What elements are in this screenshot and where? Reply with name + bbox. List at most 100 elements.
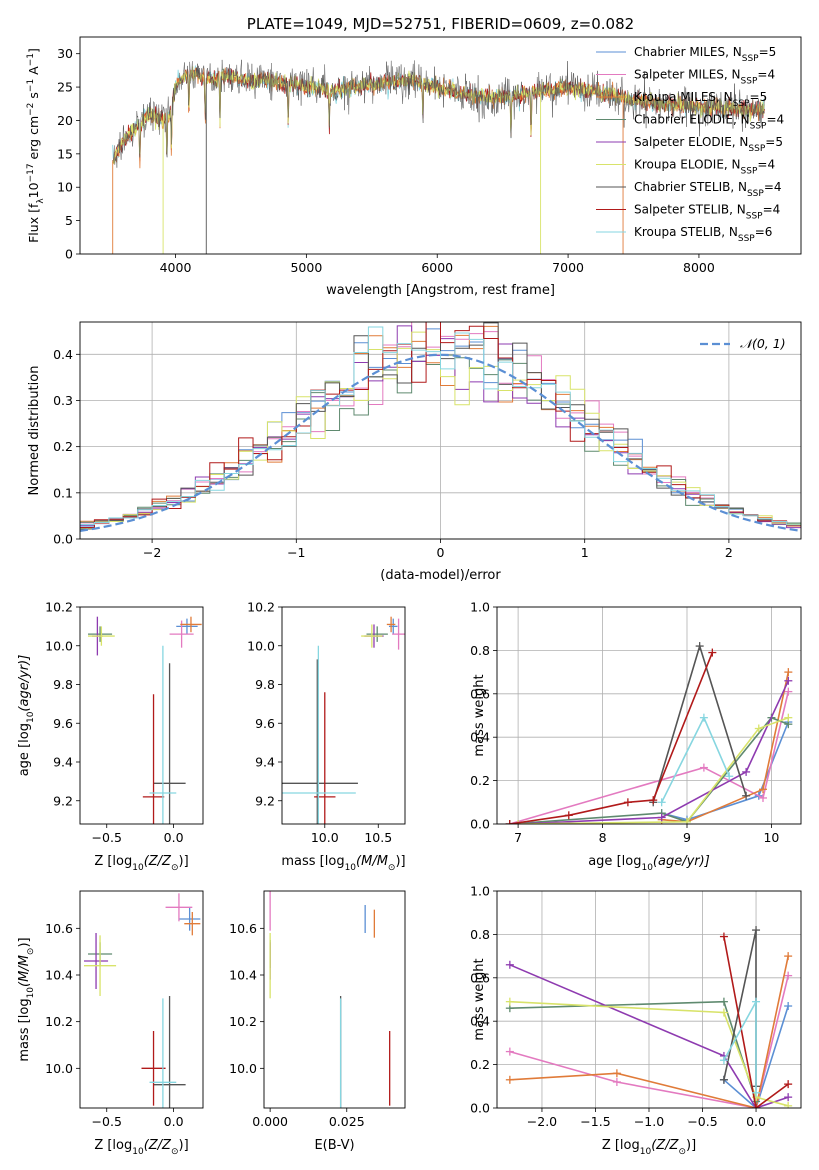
mass_vs_ebv-xlabel: E(B-V) [314,1138,354,1153]
age_vs_Z-ytick-label: 10.0 [45,638,73,653]
age_vs_Z-ylabel: age [log10(age/yr)] [17,655,36,777]
spectrum-lines [112,59,765,254]
mass_vs_Z-xtick-label: −0.5 [92,1114,122,1129]
mass_vs_ebv-xtick-label: 0.025 [329,1114,365,1129]
weight_vs_age-ylabel: mass weight [472,674,487,756]
spectrum-title: PLATE=1049, MJD=52751, FIBERID=0609, z=0… [247,15,634,33]
weight_vs_Z-ylabel: mass weight [472,958,487,1040]
spectrum-axes: 4000 5000 6000 7000 8000 0 5 10 15 20 25 30 [57,46,715,275]
mass_vs_Z-ytick-label: 10.6 [45,921,73,936]
spectrum-xtick-label: 5000 [290,260,322,275]
spectrum-ytick-label: 10 [57,180,73,195]
mass_vs_Z-xtick-label: 0.0 [164,1114,184,1129]
mass_vs_Z-points [84,893,201,1108]
weight_vs_Z-frame [496,890,802,1109]
residuals-xtick-label: 1 [581,545,589,560]
weight_vs_Z-ytick-label: 0.4 [470,1014,490,1029]
residuals-ytick-label: 0.3 [53,393,73,408]
mass_vs_ebv-xtick-label: 0.000 [252,1114,288,1129]
spectrum-ytick-label: 30 [57,46,73,61]
mass_vs_ebv-frame [263,890,406,1109]
residuals-ylabel: Normed distribution [27,366,42,496]
mass_vs_Z-ytick-label: 10.4 [45,968,73,983]
weight_vs_Z-xtick-label: 0.0 [746,1114,766,1129]
weight_vs_Z-lines [505,926,793,1108]
age_vs_mass-xlabel: mass [log10(M/M⊙)] [281,854,405,873]
weight_vs_age-axes: 7 8 9 10 0.0 0.2 0.4 0.6 0.8 1.0 [470,600,801,845]
spectrum-ytick-label: 25 [57,80,73,95]
weight_vs_Z-xtick-label: −1.5 [580,1114,610,1129]
age_vs_mass-ytick-label: 9.2 [255,793,275,808]
weight_vs_Z-xtick-label: −1.0 [634,1114,664,1129]
weight_vs_Z-xtick-label: −0.5 [687,1114,717,1129]
weight_vs_age-line-salpeter_stelib [509,652,714,824]
age_vs_mass-points [282,616,405,824]
weight_vs_age-xtick-label: 10 [763,830,779,845]
residuals-axes: −2 −1 0 1 2 0.0 0.1 0.2 0.3 0.4 [53,322,801,560]
weight_vs_age-xlabel: age [log10(age/yr)] [588,854,710,873]
age_vs_mass-ytick-label: 10.0 [247,638,275,653]
age_vs_mass-frame [281,606,406,825]
residuals-ytick-label: 0.2 [53,439,73,454]
mass_vs_Z-axes: −0.5 0.0 10.0 10.2 10.4 10.6 [45,921,183,1129]
residuals-hist-kroupa_stelib [80,326,801,539]
weight_vs_age-line-kroupa_elodie [518,716,789,824]
residuals-frame [79,321,802,540]
weight_vs_Z-xlabel: Z [log10(Z/Z⊙)] [602,1138,696,1157]
residuals-ytick-label: 0.4 [53,347,73,362]
spectrum-ytick-label: 0 [65,247,73,262]
weight_vs_age-ytick-label: 0.4 [470,730,490,745]
weight_vs_age-line-chabrier_miles [661,721,790,821]
weight_vs_age-ytick-label: 1.0 [470,600,490,615]
residuals-xtick-label: −1 [287,545,305,560]
spectrum-xlabel: wavelength [Angstrom, rest frame] [326,283,555,298]
age_vs_Z-points [88,616,202,824]
age_vs_mass-ytick-label: 9.6 [255,716,275,731]
weight_vs_age-frame [496,606,802,825]
age_vs_mass-ytick-label: 9.8 [255,677,275,692]
mass_vs_Z-ytick-label: 10.2 [45,1014,73,1029]
weight_vs_Z-line-kroupa_elodie [509,1000,789,1107]
age_vs_mass-xtick-label: 10.5 [364,830,392,845]
weight_vs_age-xtick-label: 8 [599,830,607,845]
age_vs_Z-frame [79,606,204,825]
age_vs_mass-axes: 10.0 10.5 9.2 9.4 9.6 9.8 10.0 10.2 [247,600,392,846]
residuals-xtick-label: 0 [437,545,445,560]
mass_vs_ebv-axes: 0.000 0.025 10.0 10.2 10.4 10.6 [229,921,365,1129]
spectrum-ytick-label: 20 [57,113,73,128]
mass_vs_Z-xlabel: Z [log10(Z/Z⊙)] [94,1138,188,1157]
spectrum-ytick-label: 15 [57,146,73,161]
weight_vs_Z-line-salpeter_elodie [509,964,789,1108]
spectrum-ylabel: Flux [fλ10−17 erg cm−2 s−1 A−1] [26,48,46,243]
weight_vs_age-line-salpeter_miles [509,691,790,824]
legend-label-salpeter_miles: Salpeter MILES, NSSP=4 [634,68,775,87]
weight_vs_Z-axes: −2.0 −1.5 −1.0 −0.5 0.0 0.0 0.2 0.4 0.6 0.8 1.0 [470,884,801,1129]
weight_vs_Z-ytick-label: 0.0 [470,1101,490,1116]
weight_vs_Z-ytick-label: 0.6 [470,970,490,985]
weight_vs_Z-line-salpeter_miles [509,975,789,1108]
weight_vs_Z-ytick-label: 0.8 [470,927,490,942]
weight_vs_Z-line-kroupa_miles [509,955,789,1108]
legend-label-chabrier_elodie: Chabrier ELODIE, NSSP=4 [634,113,784,132]
spectrum-xtick-label: 6000 [421,260,453,275]
age_vs_mass-ytick-label: 10.2 [247,600,275,615]
weight_vs_age-line-kroupa_miles [661,671,790,823]
legend-label-salpeter_stelib: Salpeter STELIB, NSSP=4 [634,203,780,222]
legend-label-kroupa_elodie: Kroupa ELODIE, NSSP=4 [634,158,775,177]
legend-label-salpeter_elodie: Salpeter ELODIE, NSSP=5 [634,135,783,154]
residuals-legend-label: 𝒩(0, 1) [740,336,786,351]
weight_vs_age-ytick-label: 0.2 [470,773,490,788]
residuals-ytick-label: 0.0 [53,532,73,547]
legend-label-kroupa_stelib: Kroupa STELIB, NSSP=6 [634,225,772,244]
residuals-xlabel: (data-model)/error [380,568,501,583]
age_vs_Z-ytick-label: 9.6 [53,716,73,731]
age_vs_Z-xtick-label: −0.5 [92,830,122,845]
mass_vs_ebv-ytick-label: 10.4 [229,968,257,983]
weight_vs_age-ytick-label: 0.0 [470,817,490,832]
age_vs_Z-xtick-label: 0.0 [164,830,184,845]
age_vs_Z-ytick-label: 9.8 [53,677,73,692]
age_vs_Z-ytick-label: 10.2 [45,600,73,615]
weight_vs_age-xtick-label: 7 [514,830,522,845]
age_vs_Z-ytick-label: 9.4 [53,755,73,770]
